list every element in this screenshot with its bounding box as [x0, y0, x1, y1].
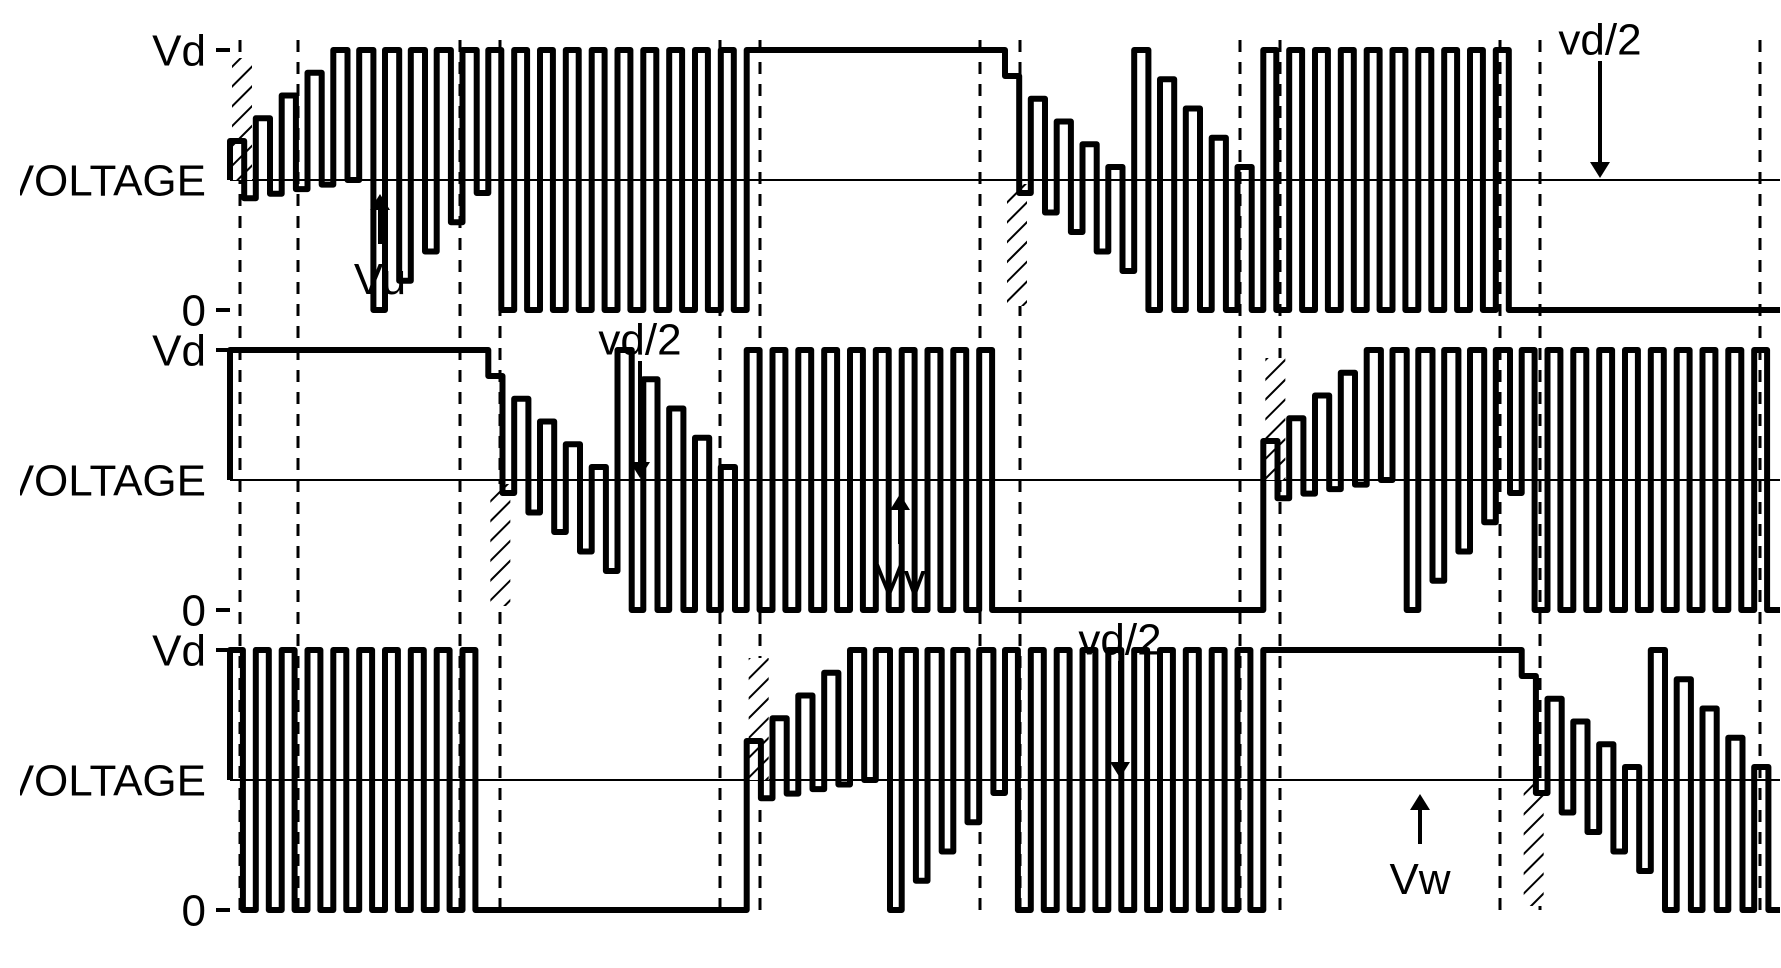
- label-voltage: VOLTAGE: [20, 456, 206, 505]
- label-vd: Vd: [152, 626, 206, 675]
- label-vd2: vd/2: [1558, 20, 1641, 64]
- label-vd: Vd: [152, 26, 206, 75]
- label-phase: Vv: [874, 555, 925, 604]
- label-voltage: VOLTAGE: [20, 756, 206, 805]
- waveform-svg: VdVOLTAGE0vd/2VuVdVOLTAGE0vd/2VvVdVOLTAG…: [20, 20, 1781, 948]
- label-vd: Vd: [152, 326, 206, 375]
- label-zero: 0: [182, 886, 206, 935]
- label-vd2: vd/2: [1078, 615, 1161, 664]
- label-phase: Vw: [1389, 855, 1450, 904]
- label-phase: Vu: [354, 255, 406, 304]
- label-vd2: vd/2: [598, 315, 681, 364]
- label-voltage: VOLTAGE: [20, 156, 206, 205]
- waveform-diagram: VdVOLTAGE0vd/2VuVdVOLTAGE0vd/2VvVdVOLTAG…: [20, 20, 1781, 948]
